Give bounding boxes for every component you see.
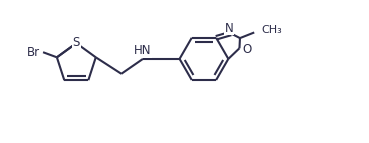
Text: Br: Br: [27, 46, 40, 59]
Text: HN: HN: [134, 44, 152, 57]
Text: O: O: [242, 42, 251, 55]
Text: CH₃: CH₃: [261, 25, 282, 35]
Text: S: S: [73, 36, 80, 49]
Text: N: N: [225, 22, 233, 35]
